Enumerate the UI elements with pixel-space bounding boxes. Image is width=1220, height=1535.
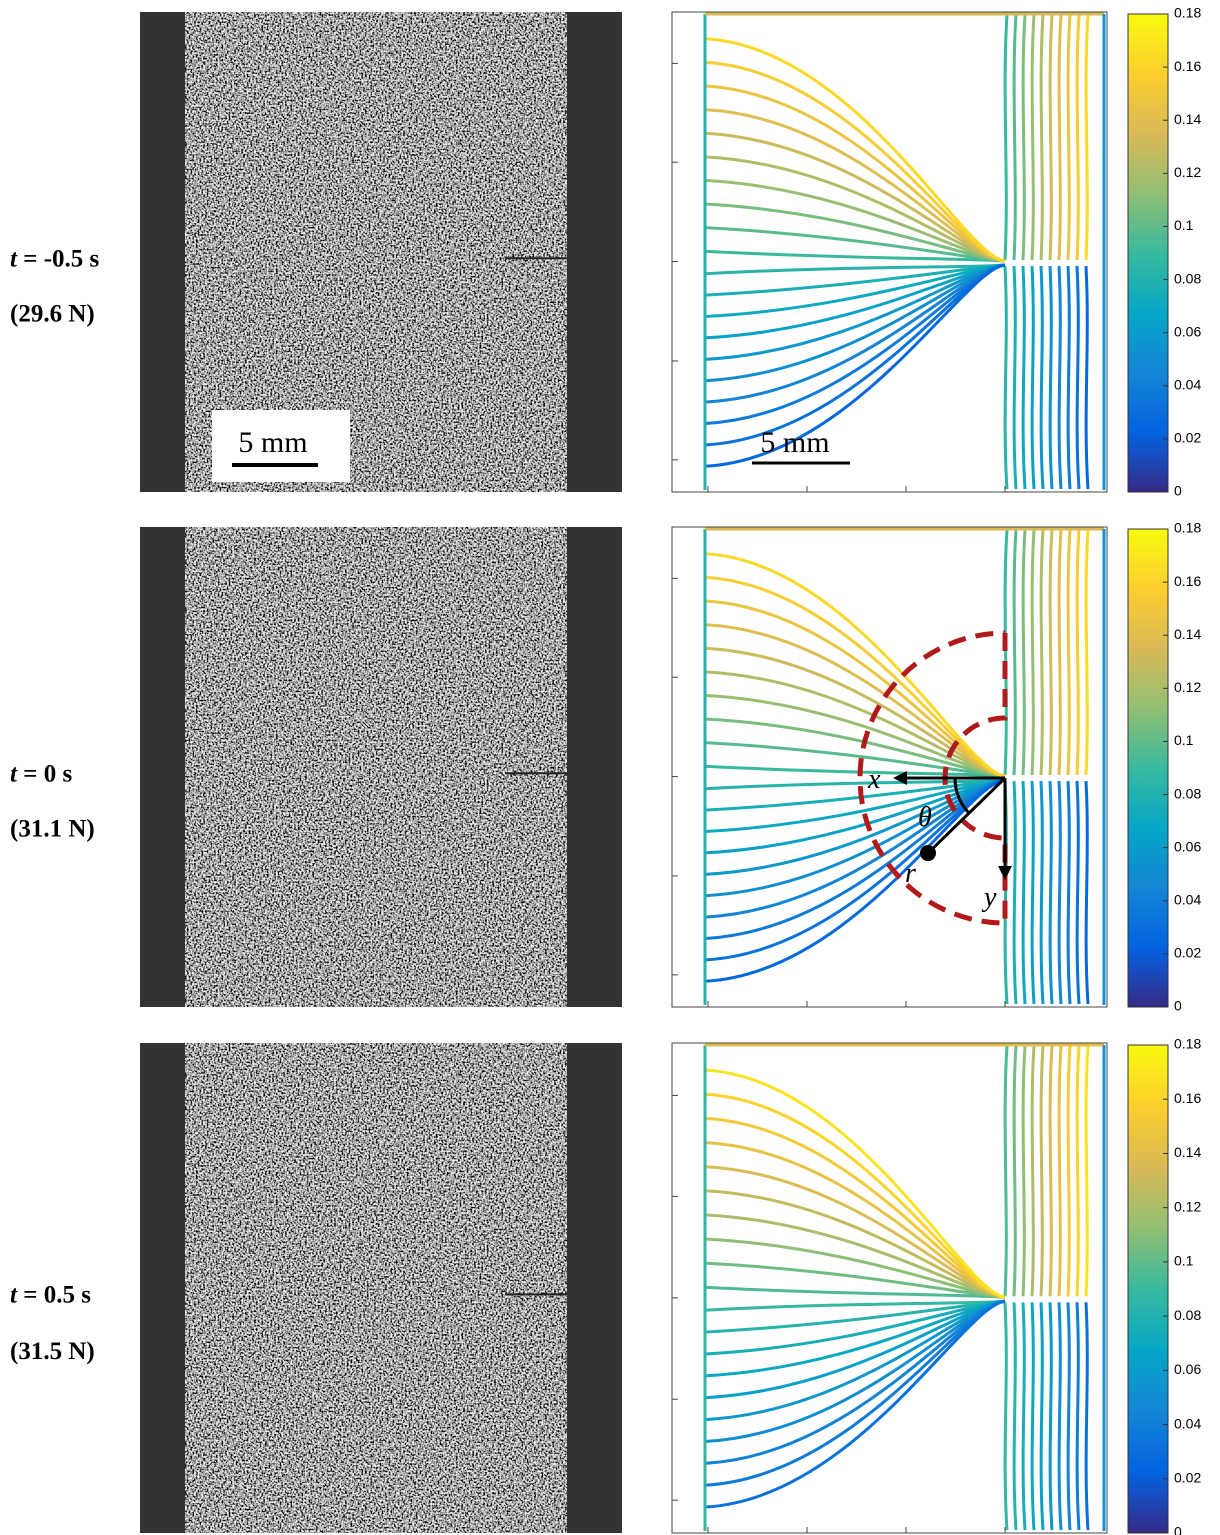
colorbar-tick-label: 0.14 — [1174, 626, 1201, 642]
colorbar-tick-label: 0.18 — [1174, 1036, 1201, 1052]
colorbar-tick-label: 0.18 — [1174, 5, 1201, 21]
colorbar-tick-label: 0.02 — [1174, 1469, 1201, 1485]
colorbar-tick-label: 0.02 — [1174, 430, 1201, 446]
colorbar-tick-label: 0.06 — [1174, 323, 1201, 339]
grip-right — [567, 12, 622, 492]
y-label: y — [981, 882, 997, 913]
speckle-image — [140, 527, 622, 1007]
time-value: = -0.5 s — [17, 245, 100, 272]
time-value: = 0.5 s — [17, 1282, 91, 1309]
colorbar — [1128, 14, 1168, 492]
colorbar-tick-label: 0.12 — [1174, 1198, 1201, 1214]
colorbar-tick-label: 0.16 — [1174, 573, 1201, 589]
page: t = -0.5 s (29.6 N) 0 0.02 0.04 0.06 0.08 0.1 0.… — [0, 0, 1220, 1535]
colorbar-tick-label: 0.16 — [1174, 1090, 1201, 1106]
time-label: t = -0.5 s — [10, 245, 100, 272]
colorbar — [1128, 529, 1168, 1007]
scale-bar-label: 5 mm — [760, 426, 829, 459]
colorbar-tick-label: 0.14 — [1174, 111, 1201, 127]
colorbar-tick-label: 0 — [1174, 483, 1182, 499]
colorbar-tick-label: 0.04 — [1174, 891, 1201, 907]
force-label: (31.1 N) — [10, 816, 95, 843]
colorbar-tick-label: 0.12 — [1174, 164, 1201, 180]
point — [920, 845, 936, 861]
colorbar-tick-label: 0 — [1174, 998, 1182, 1014]
colorbar — [1128, 1045, 1168, 1533]
grip-left — [140, 12, 185, 492]
colorbar-tick-label: 0.16 — [1174, 58, 1201, 74]
speckle-image — [140, 1043, 622, 1533]
colorbar-tick-label: 0.06 — [1174, 838, 1201, 854]
colorbar-tick-label: 0.08 — [1174, 1307, 1201, 1323]
colorbar-tick-label: 0.1 — [1174, 217, 1194, 233]
colorbar-tick-label: 0.1 — [1174, 1253, 1194, 1269]
colorbar-tick-label: 0.14 — [1174, 1144, 1201, 1160]
r-label: r — [905, 858, 916, 889]
theta-label: θ — [918, 802, 932, 833]
grip-right — [567, 1043, 622, 1533]
colorbar-tick-label: 0 — [1174, 1524, 1182, 1535]
colorbar-tick-label: 0.06 — [1174, 1361, 1201, 1377]
colorbar-tick-label: 0.18 — [1174, 520, 1201, 536]
grip-right — [567, 527, 622, 1007]
force-label: (31.5 N) — [10, 1338, 95, 1365]
time-label: t = 0.5 s — [10, 1282, 91, 1309]
colorbar-tick-label: 0.04 — [1174, 1415, 1201, 1431]
colorbar-tick-label: 0.12 — [1174, 679, 1201, 695]
colorbar-tick-label: 0.08 — [1174, 270, 1201, 286]
colorbar-tick-label: 0.04 — [1174, 376, 1201, 392]
grip-left — [140, 1043, 185, 1533]
figure: t = -0.5 s (29.6 N) 0 0.02 0.04 0.06 0.08 0.1 0.… — [0, 0, 1220, 1535]
scale-bar-label: 5 mm — [238, 426, 307, 459]
grip-left — [140, 527, 185, 1007]
force-label: (29.6 N) — [10, 301, 95, 328]
time-label: t = 0 s — [10, 760, 72, 787]
time-value: = 0 s — [17, 760, 72, 787]
colorbar-tick-label: 0.08 — [1174, 785, 1201, 801]
colorbar-tick-label: 0.1 — [1174, 732, 1194, 748]
colorbar-tick-label: 0.02 — [1174, 945, 1201, 961]
x-label: x — [867, 764, 881, 795]
